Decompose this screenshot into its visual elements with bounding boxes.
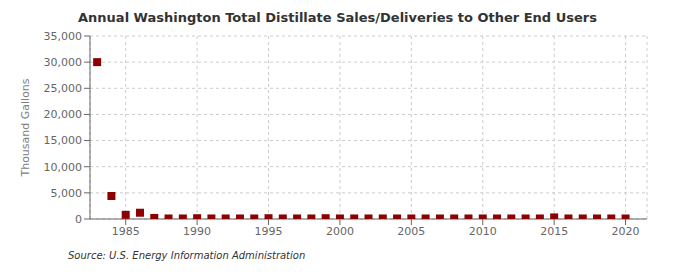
- svg-text:1990: 1990: [183, 225, 211, 238]
- svg-text:2005: 2005: [397, 225, 425, 238]
- svg-text:15,000: 15,000: [44, 134, 83, 147]
- svg-text:5,000: 5,000: [51, 187, 83, 200]
- svg-text:10,000: 10,000: [44, 161, 83, 174]
- svg-text:Thousand Gallons: Thousand Gallons: [19, 78, 32, 177]
- svg-text:30,000: 30,000: [44, 56, 83, 69]
- svg-text:2000: 2000: [326, 225, 354, 238]
- svg-text:25,000: 25,000: [44, 82, 83, 95]
- svg-text:2015: 2015: [540, 225, 568, 238]
- svg-text:2010: 2010: [469, 225, 497, 238]
- svg-text:20,000: 20,000: [44, 108, 83, 121]
- html-text:Source: U.S. Energy Informatio: Source: U.S. Energy Information Administ…: [68, 250, 306, 261]
- html-text:Annual Washington Total Distil: Annual Washington Total Distillate Sales…: [78, 10, 597, 25]
- svg-text:1985: 1985: [112, 225, 140, 238]
- svg-text:2020: 2020: [612, 225, 640, 238]
- svg-text:0: 0: [75, 213, 82, 226]
- svg-text:1995: 1995: [255, 225, 283, 238]
- svg-text:35,000: 35,000: [44, 30, 83, 43]
